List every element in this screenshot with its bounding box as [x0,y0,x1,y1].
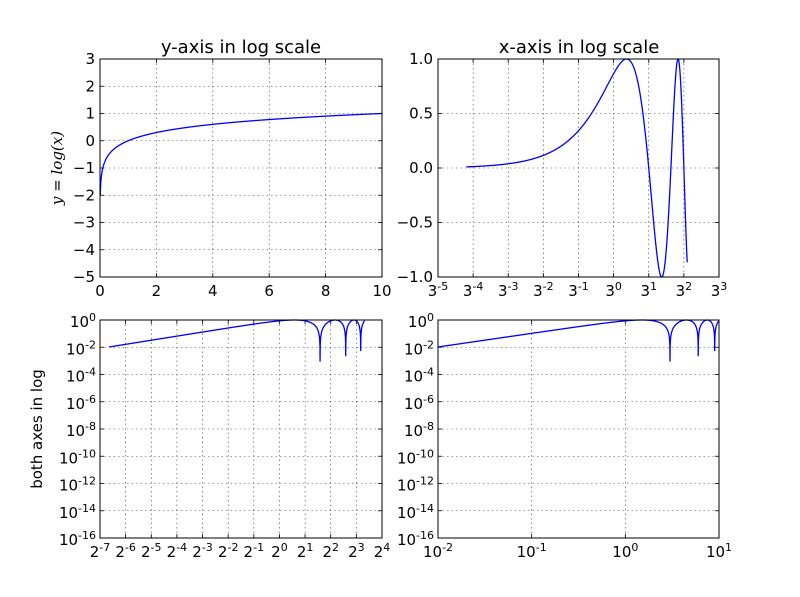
x-tick-label: 32 [676,280,693,300]
x-tick-label: 4 [208,282,218,300]
grid [99,58,383,278]
axes-frame [99,58,383,278]
x-tick-label: 3-1 [568,280,589,300]
subplot-linear: y-axis in log scale y = log(x) 0 2 4 6 8… [48,37,392,300]
subplot-loglog-base2: both axes in log 2-7 2-6 2-5 2-4 2-3 2-2… [28,311,390,561]
y-tick-label: 10-6 [66,393,96,413]
x-axis-ticks: 10-2 10-1 100 101 [423,541,732,561]
y-tick-label: 10-10 [59,447,96,467]
x-tick-label: 20 [271,541,288,561]
x-tick-label: 0 [95,282,105,300]
y-tick-label: −5 [73,268,95,286]
y-tick-label: 10-2 [404,338,434,358]
y-tick-label: 0.5 [409,105,433,123]
y-axis-label: both axes in log [28,369,46,489]
grid [99,319,383,539]
x-tick-label: 10-1 [517,541,547,561]
chart-title: y-axis in log scale [161,37,321,58]
y-tick-label: 10-10 [397,447,434,467]
y-axis-ticks: −1.0 −0.5 0.0 0.5 1.0 [397,50,433,286]
x-tick-label: 3-2 [533,280,554,300]
x-tick-label: 3-4 [463,280,484,300]
y-tick-label: 10-16 [397,529,434,549]
x-tick-label: 24 [374,541,391,561]
series-line [99,112,382,196]
x-tick-label: 2-6 [115,541,136,561]
y-axis-label: y = log(x) [48,131,66,206]
axes-frame [99,319,383,539]
x-axis-ticks: 2-7 2-6 2-5 2-4 2-3 2-2 2-1 20 21 22 23 … [90,541,391,561]
x-tick-label: 2-4 [167,541,188,561]
y-tick-label: −0.5 [397,214,433,232]
y-tick-label: 10-14 [397,502,434,522]
x-tick-label: 3-3 [498,280,519,300]
series-line [108,319,366,362]
y-tick-label: −1 [73,159,95,177]
axes-frame [437,58,720,278]
y-tick-label: −1.0 [397,268,433,286]
y-tick-label: 1.0 [409,50,433,68]
x-tick-label: 100 [612,541,638,561]
y-axis-ticks: −5 −4 −3 −2 −1 0 1 2 3 [73,50,95,286]
y-tick-label: 0 [85,132,95,150]
x-tick-label: 30 [605,280,622,300]
y-axis-ticks: 100 10-2 10-4 10-6 10-8 10-10 10-12 10-1… [397,311,434,549]
axes-frame [437,319,720,539]
x-tick-label: 2-3 [192,541,213,561]
x-tick-label: 2-1 [244,541,265,561]
y-tick-label: 100 [408,311,434,331]
y-tick-label: 10-6 [404,393,434,413]
series-line [466,58,688,278]
x-tick-label: 2-7 [90,541,111,561]
y-axis-ticks: 100 10-2 10-4 10-6 10-8 10-10 10-12 10-1… [59,311,96,549]
x-axis-ticks: 3-5 3-4 3-3 3-2 3-1 30 31 32 33 [428,280,728,300]
y-tick-label: 10-4 [66,366,96,386]
x-tick-label: 2-5 [141,541,162,561]
x-axis-ticks: 0 2 4 6 8 10 [95,282,391,300]
y-tick-label: 10-8 [66,420,96,440]
y-tick-label: 10-16 [59,529,96,549]
y-tick-label: 1 [85,105,95,123]
subplot-loglog-base10: 10-2 10-1 100 101 100 10-2 10-4 10-6 10-… [397,311,732,561]
x-tick-label: 31 [640,280,657,300]
x-tick-label: 101 [706,541,732,561]
x-tick-label: 23 [348,541,365,561]
x-tick-label: 21 [297,541,314,561]
y-tick-label: −3 [73,214,95,232]
y-tick-label: 10-14 [59,502,96,522]
y-tick-label: −2 [73,186,95,204]
y-tick-label: −4 [73,241,95,259]
x-tick-label: 8 [321,282,331,300]
x-tick-label: 33 [711,280,728,300]
y-tick-label: 3 [85,50,95,68]
y-tick-label: 100 [70,311,96,331]
y-tick-label: 0.0 [409,159,433,177]
y-tick-label: 2 [85,77,95,95]
y-tick-label: 10-12 [59,475,96,495]
y-tick-label: 10-8 [404,420,434,440]
x-tick-label: 10-2 [423,541,453,561]
x-tick-label: 22 [322,541,339,561]
chart-title: x-axis in log scale [499,37,660,58]
y-tick-label: 10-2 [66,338,96,358]
subplot-semilogx: x-axis in log scale 3-5 3-4 3-3 3-2 3-1 … [397,37,728,300]
x-tick-label: 3-5 [428,280,449,300]
x-tick-label: 2 [152,282,162,300]
x-tick-label: 6 [264,282,274,300]
x-tick-label: 10 [372,282,391,300]
y-tick-label: 10-4 [404,366,434,386]
series-line [437,319,720,362]
grid [437,319,720,539]
y-tick-label: 10-12 [397,475,434,495]
x-tick-label: 2-2 [218,541,239,561]
grid [437,58,720,278]
